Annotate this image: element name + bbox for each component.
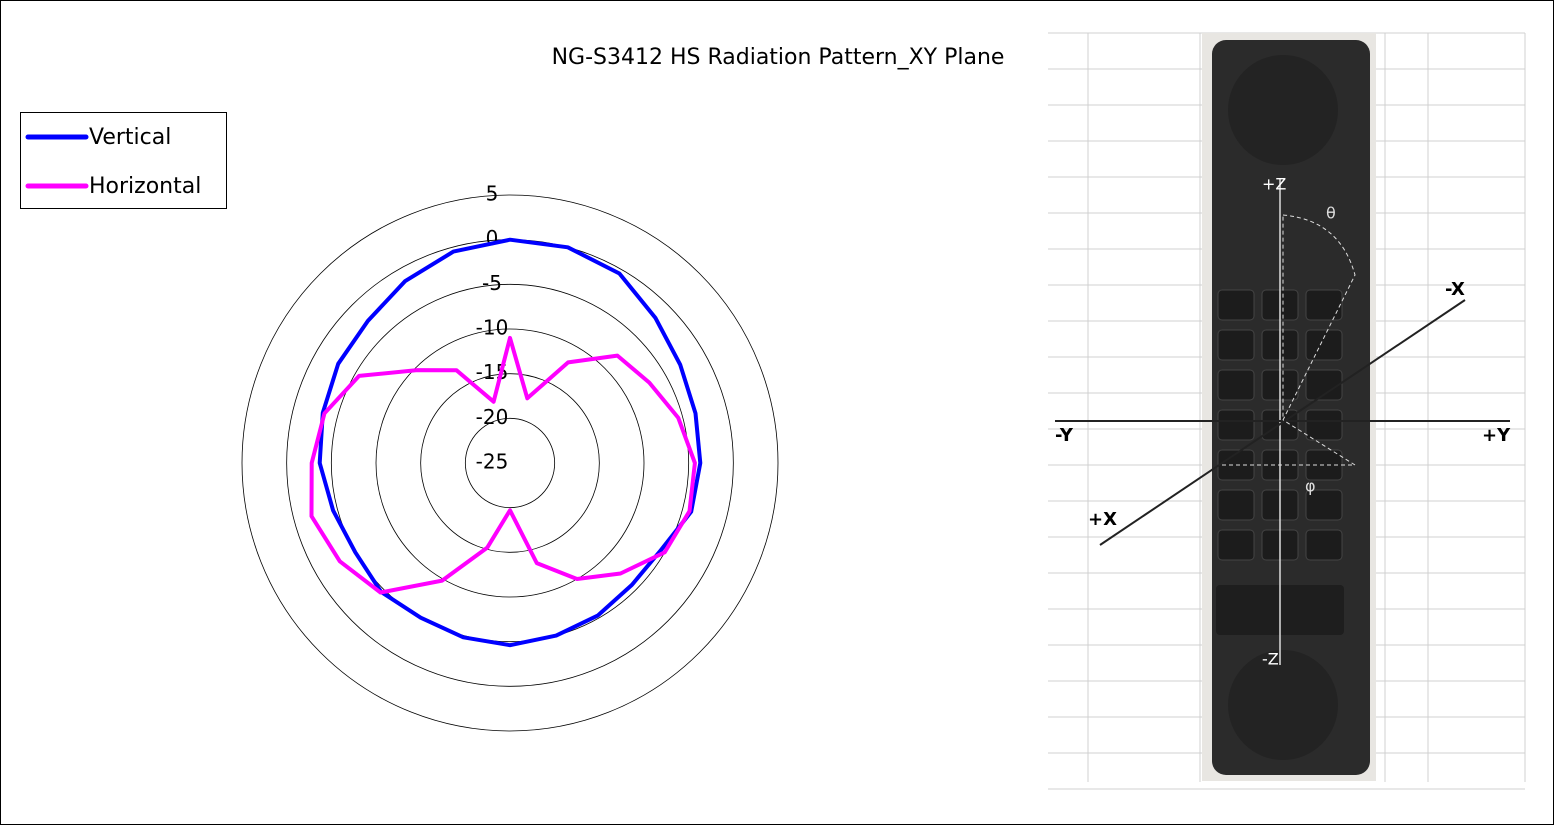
- axis-label: θ: [1326, 204, 1336, 223]
- r-tick-label: -25: [476, 450, 509, 474]
- r-tick-label: -10: [476, 316, 509, 340]
- chart-title: NG-S3412 HS Radiation Pattern_XY Plane: [552, 45, 1005, 70]
- key: [1218, 330, 1254, 360]
- axis-label: +X: [1088, 509, 1117, 530]
- key: [1218, 530, 1254, 560]
- legend-label: Horizontal: [89, 174, 201, 199]
- axis-label: -Y: [1055, 425, 1074, 446]
- legend-label: Vertical: [89, 125, 171, 150]
- key: [1306, 290, 1342, 320]
- axis-label: +Z: [1262, 175, 1286, 194]
- microphone: [1228, 650, 1338, 760]
- axis-label: -Z: [1262, 650, 1279, 669]
- r-tick-label: 5: [486, 182, 499, 206]
- r-tick-label: 0: [486, 226, 499, 250]
- r-tick-label: -20: [476, 405, 509, 429]
- key: [1218, 370, 1254, 400]
- key: [1218, 490, 1254, 520]
- key: [1306, 330, 1342, 360]
- key: [1218, 290, 1254, 320]
- key: [1306, 410, 1342, 440]
- speaker: [1228, 55, 1338, 165]
- axis-label: -X: [1445, 279, 1465, 300]
- r-tick-label: -5: [482, 271, 502, 295]
- key: [1306, 530, 1342, 560]
- axis-label: φ: [1305, 477, 1316, 496]
- chart: NG-S3412 HS Radiation Pattern_XY Plane -…: [0, 0, 1555, 826]
- axis-label: +Y: [1482, 425, 1511, 446]
- key: [1218, 410, 1254, 440]
